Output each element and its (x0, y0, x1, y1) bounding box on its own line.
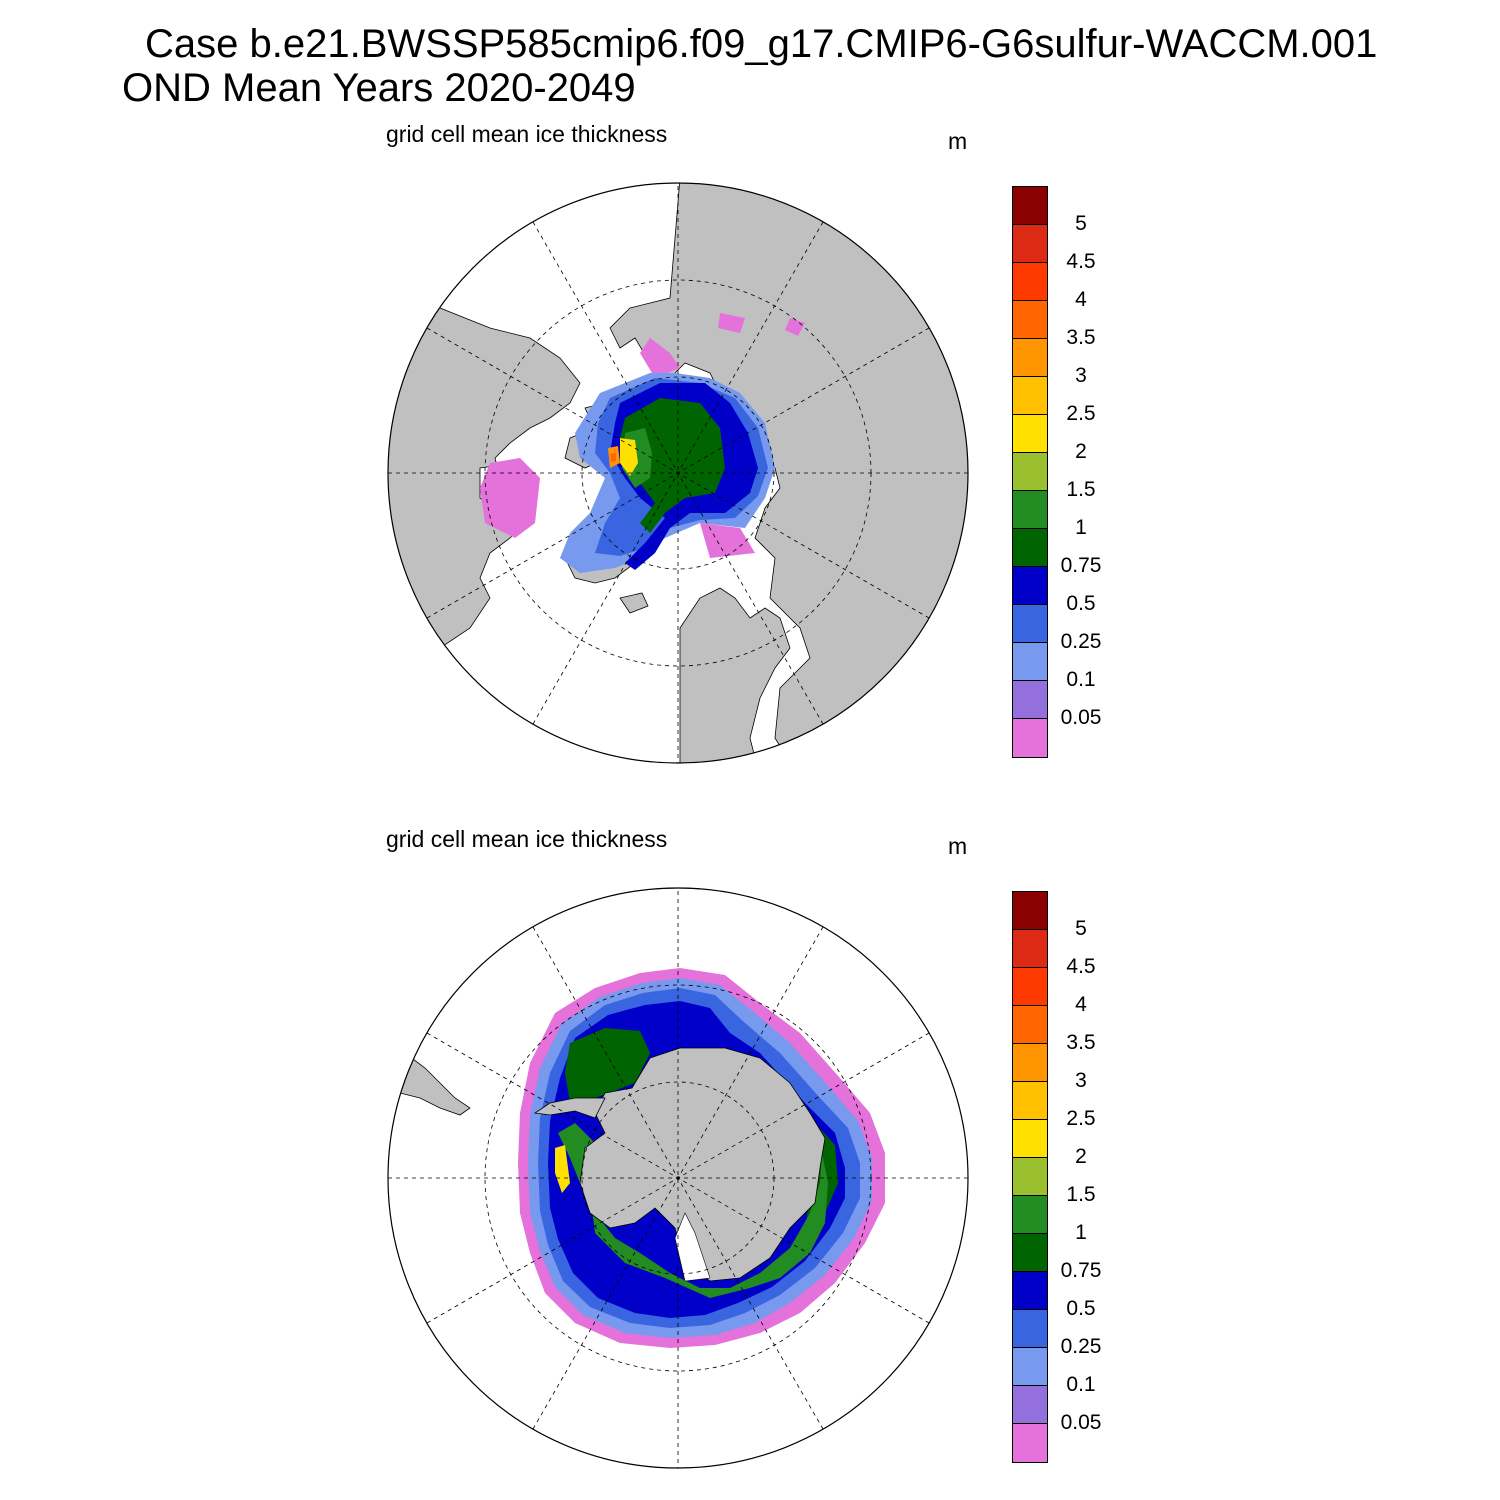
south-colorbar-swatch (1013, 1424, 1047, 1462)
north-colorbar-swatch (1013, 377, 1047, 415)
south-colorbar-swatch (1013, 1272, 1047, 1310)
south-colorbar-swatch (1013, 1082, 1047, 1120)
south-colorbar-swatch (1013, 1120, 1047, 1158)
north-colorbar-tick-label: 4 (1075, 288, 1087, 311)
north-colorbar-tick-label: 5 (1075, 212, 1087, 235)
south-colorbar-swatch (1013, 1006, 1047, 1044)
south-colorbar-tick-label: 4 (1075, 993, 1087, 1016)
south-colorbar-tick-label: 0.1 (1066, 1373, 1096, 1396)
south-colorbar-tick-label: 0.25 (1060, 1335, 1102, 1358)
north-colorbar-tick-label: 4.5 (1066, 250, 1096, 273)
north-colorbar-swatch (1013, 491, 1047, 529)
south-graticule (388, 888, 968, 1468)
north-colorbar-tick-label: 2 (1075, 440, 1087, 463)
south-panel-label: grid cell mean ice thickness (386, 826, 668, 852)
north-colorbar-tick-label: 0.25 (1060, 630, 1102, 653)
south-colorbar-swatch (1013, 930, 1047, 968)
north-colorbar-swatch (1013, 567, 1047, 605)
north-colorbar-swatch (1013, 719, 1047, 757)
south-land-antarctic-peninsula (533, 1097, 606, 1119)
north-colorbar-swatch (1013, 529, 1047, 567)
north-colorbar-swatch (1013, 187, 1047, 225)
south-ice-green-075 (565, 1028, 838, 1233)
north-colorbar-tick-label: 1.5 (1066, 478, 1096, 501)
south-colorbar-tick-label: 2 (1075, 1145, 1087, 1168)
south-colorbar-swatch (1013, 1196, 1047, 1234)
north-colorbar (1012, 186, 1048, 758)
north-land-europe (679, 587, 791, 763)
north-unit-label: m (948, 128, 968, 154)
south-colorbar-tick-label: 1.5 (1066, 1183, 1096, 1206)
north-colorbar-swatch (1013, 643, 1047, 681)
north-colorbar-tick-label: 0.75 (1060, 554, 1102, 577)
north-colorbar-swatch (1013, 453, 1047, 491)
north-land-iceland (619, 592, 649, 614)
south-colorbar-swatch (1013, 1310, 1047, 1348)
north-ice-green-075 (620, 398, 725, 533)
south-colorbar-tick-label: 0.5 (1066, 1297, 1096, 1320)
south-polar-map (387, 887, 969, 1469)
north-colorbar-swatch (1013, 681, 1047, 719)
north-polar-map (387, 182, 969, 764)
north-colorbar-swatch (1013, 225, 1047, 263)
north-colorbar-tick-label: 3.5 (1066, 326, 1096, 349)
north-colorbar-swatch (1013, 301, 1047, 339)
south-colorbar (1012, 891, 1048, 1463)
south-colorbar-tick-label: 2.5 (1066, 1107, 1096, 1130)
south-colorbar-swatch (1013, 1234, 1047, 1272)
south-ice-green-1 (558, 1123, 828, 1298)
north-colorbar-tick-label: 1 (1075, 516, 1087, 539)
south-colorbar-swatch (1013, 968, 1047, 1006)
north-ice-pink-margin (480, 313, 805, 558)
north-colorbar-swatch (1013, 415, 1047, 453)
south-colorbar-swatch (1013, 1044, 1047, 1082)
north-colorbar-tick-label: 0.5 (1066, 592, 1096, 615)
south-colorbar-tick-label: 3 (1075, 1069, 1087, 1092)
south-colorbar-tick-label: 5 (1075, 917, 1087, 940)
north-colorbar-tick-label: 2.5 (1066, 402, 1096, 425)
south-colorbar-swatch (1013, 1348, 1047, 1386)
north-colorbar-tick-label: 3 (1075, 364, 1087, 387)
south-colorbar-swatch (1013, 1158, 1047, 1196)
north-colorbar-swatch (1013, 263, 1047, 301)
south-colorbar-tick-label: 0.05 (1060, 1411, 1102, 1434)
figure-title-line-2: OND Mean Years 2020-2049 (122, 66, 636, 110)
north-ice-red-4 (610, 453, 616, 462)
north-ice-yellow-2 (620, 438, 638, 476)
south-colorbar-swatch (1013, 892, 1047, 930)
south-colorbar-tick-label: 0.75 (1060, 1259, 1102, 1282)
north-map-border (387, 182, 969, 764)
north-panel-label: grid cell mean ice thickness (386, 121, 668, 147)
south-colorbar-tick-label: 1 (1075, 1221, 1087, 1244)
north-colorbar-swatch (1013, 605, 1047, 643)
north-graticule (388, 183, 968, 763)
south-colorbar-tick-label: 3.5 (1066, 1031, 1096, 1054)
north-colorbar-tick-label: 0.05 (1060, 706, 1102, 729)
north-colorbar-tick-label: 0.1 (1066, 668, 1096, 691)
north-colorbar-swatch (1013, 339, 1047, 377)
south-colorbar-swatch (1013, 1386, 1047, 1424)
south-colorbar-tick-label: 4.5 (1066, 955, 1096, 978)
south-unit-label: m (948, 833, 968, 859)
south-map-border (387, 887, 969, 1469)
figure-title-line-1: Case b.e21.BWSSP585cmip6.f09_g17.CMIP6-G… (145, 22, 1378, 66)
